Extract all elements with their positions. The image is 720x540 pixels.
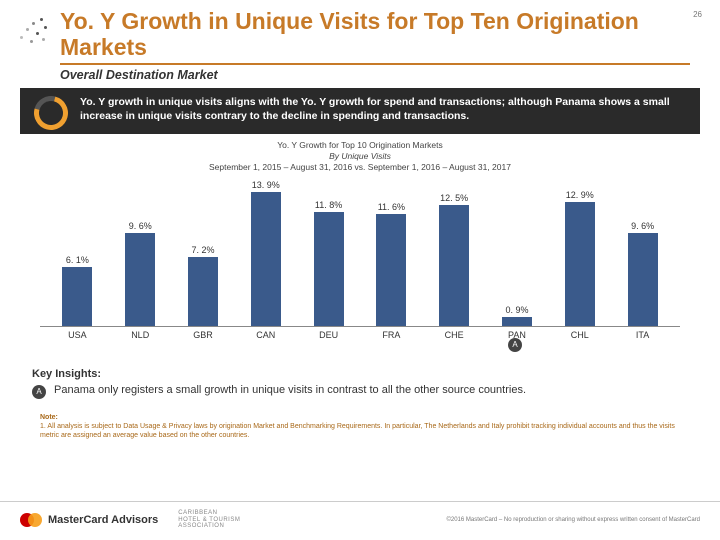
insight-bullet: A [32,385,46,399]
bar [565,202,595,326]
chart-annotation-badge: A [508,338,522,352]
bar-column: 12. 9% [548,177,611,326]
bar [251,192,281,326]
page-number: 26 [693,10,702,19]
header-region: Yo. Y Growth in Unique Visits for Top Te… [0,0,720,65]
bar-value-label: 7. 2% [191,245,214,255]
bar-value-label: 0. 9% [505,305,528,315]
bar-column: 7. 2% [172,177,235,326]
decorative-dots [18,18,53,53]
page-title: Yo. Y Growth in Unique Visits for Top Te… [60,8,690,65]
bar-column: 13. 9% [234,177,297,326]
mastercard-circles-icon [20,513,42,527]
bar [125,233,155,326]
partner-logo-text: CARIBBEAN HOTEL & TOURISM ASSOCIATION [178,510,240,530]
bar-value-label: 13. 9% [252,180,280,190]
x-axis-label: ITA [611,330,674,340]
bar-value-label: 6. 1% [66,255,89,265]
bar [188,257,218,326]
insights-heading: Key Insights: [32,368,680,380]
bar-column: 0. 9% [486,177,549,326]
note-heading: Note: [40,413,680,422]
bar-column: 12. 5% [423,177,486,326]
x-axis-label: FRA [360,330,423,340]
chart-title-line2: By Unique Visits [40,151,680,162]
mastercard-logo: MasterCard Advisors [20,513,158,527]
partner-line3: ASSOCIATION [178,523,240,530]
bar-column: 6. 1% [46,177,109,326]
bar-value-label: 9. 6% [129,221,152,231]
x-axis-label: DEU [297,330,360,340]
chart-title-line1: Yo. Y Growth for Top 10 Origination Mark… [40,140,680,151]
bar [628,233,658,326]
bar-value-label: 11. 8% [315,200,342,210]
partner-line1: CARIBBEAN [178,510,240,517]
bar-value-label: 11. 6% [378,202,405,212]
x-axis-label: USA [46,330,109,340]
x-axis-label: GBR [172,330,235,340]
page-subtitle: Overall Destination Market [0,65,720,82]
insight-item: A Panama only registers a small growth i… [32,384,680,399]
bar-value-label: 12. 5% [440,193,468,203]
bar-column: 11. 6% [360,177,423,326]
insight-text: Panama only registers a small growth in … [54,384,526,396]
bar-column: 11. 8% [297,177,360,326]
chart-title: Yo. Y Growth for Top 10 Origination Mark… [40,140,680,173]
bar-value-label: 12. 9% [566,190,594,200]
x-axis-label: CAN [234,330,297,340]
bar [439,205,469,326]
chart-title-line3: September 1, 2015 – August 31, 2016 vs. … [40,162,680,173]
bar [62,267,92,326]
bar [502,317,532,326]
bar-column: 9. 6% [611,177,674,326]
ring-icon [28,90,74,136]
bar [376,214,406,326]
chart-x-axis: USANLDGBRCANDEUFRACHEPANCHLITA [40,327,680,340]
summary-band: Yo. Y growth in unique visits aligns wit… [20,88,700,134]
x-axis-label: NLD [109,330,172,340]
summary-text: Yo. Y growth in unique visits aligns wit… [80,96,688,123]
bar-chart: 6. 1% 9. 6% 7. 2% 13. 9% 11. 8% 11. 6% 12. 5% 0… [40,177,680,327]
insights-region: Key Insights: A Panama only registers a … [0,340,720,399]
x-axis-label: CHE [423,330,486,340]
partner-line2: HOTEL & TOURISM [178,517,240,524]
chart-region: Yo. Y Growth for Top 10 Origination Mark… [0,134,720,340]
bar [314,212,344,326]
bar-column: 9. 6% [109,177,172,326]
copyright-text: ©2016 MasterCard – No reproduction or sh… [446,517,700,523]
note-text: 1. All analysis is subject to Data Usage… [40,422,680,440]
brand-text: MasterCard Advisors [48,514,158,526]
x-axis-label: CHL [548,330,611,340]
footer-region: MasterCard Advisors CARIBBEAN HOTEL & TO… [0,501,720,530]
note-region: Note: 1. All analysis is subject to Data… [0,399,720,440]
bar-value-label: 9. 6% [631,221,654,231]
